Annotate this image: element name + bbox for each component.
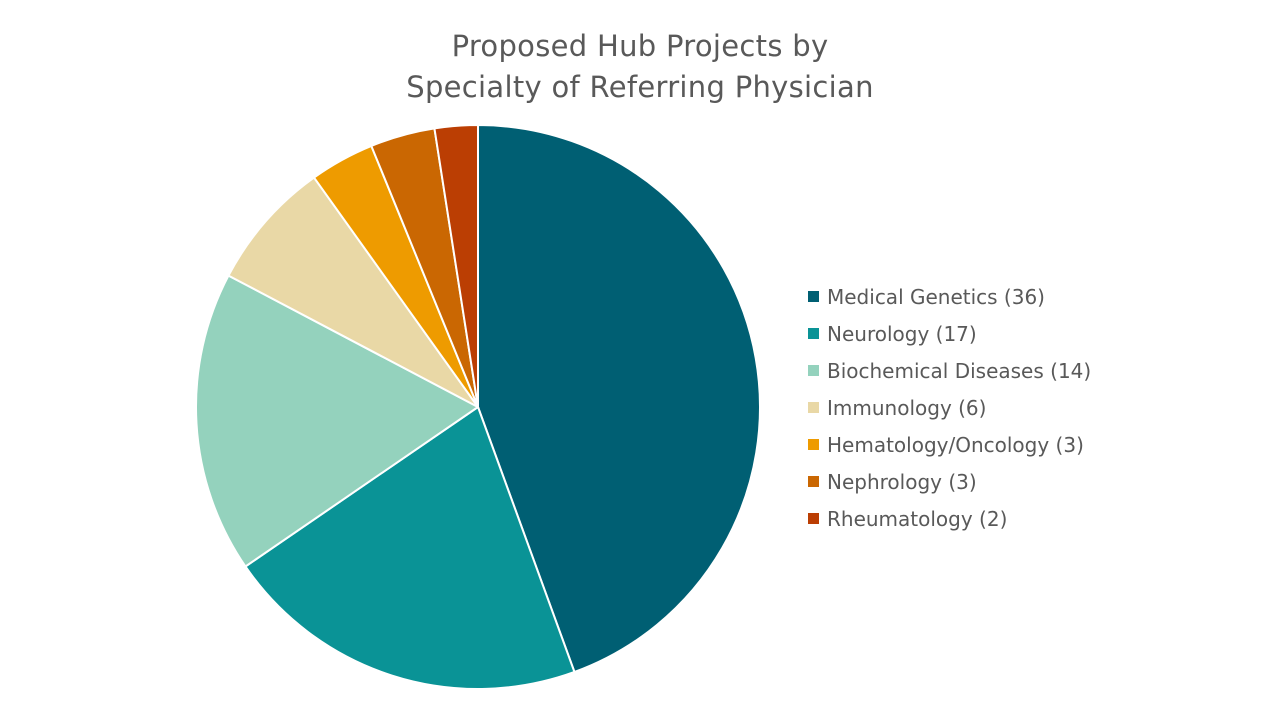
legend-item-medical-genetics: Medical Genetics (36) (808, 278, 1091, 315)
legend-swatch (808, 513, 819, 524)
pie-slice-medical-genetics (477, 124, 761, 673)
legend-item-hematology-oncology: Hematology/Oncology (3) (808, 426, 1091, 463)
legend-swatch (808, 328, 819, 339)
legend-item-nephrology: Nephrology (3) (808, 463, 1091, 500)
legend-swatch (808, 439, 819, 450)
pie-slice-neurology (244, 406, 576, 690)
legend-item-immunology: Immunology (6) (808, 389, 1091, 426)
chart-title-line-2: Specialty of Referring Physician (406, 70, 874, 104)
legend-label: Hematology/Oncology (3) (827, 432, 1084, 457)
legend-label: Medical Genetics (36) (827, 284, 1045, 309)
legend-swatch (808, 476, 819, 487)
pie-slice-immunology (227, 176, 479, 408)
chart-title: Proposed Hub Projects by Specialty of Re… (0, 26, 1280, 108)
chart-legend: Medical Genetics (36) Neurology (17) Bioch… (808, 278, 1091, 537)
legend-swatch (808, 402, 819, 413)
legend-item-rheumatology: Rheumatology (2) (808, 500, 1091, 537)
pie-slice-rheumatology (433, 124, 479, 408)
legend-label: Rheumatology (2) (827, 506, 1008, 531)
legend-label: Neurology (17) (827, 321, 977, 346)
legend-label: Immunology (6) (827, 395, 987, 420)
legend-label: Biochemical Diseases (14) (827, 358, 1092, 383)
legend-item-biochemical-diseases: Biochemical Diseases (14) (808, 352, 1091, 389)
legend-swatch (808, 365, 819, 376)
legend-swatch (808, 291, 819, 302)
chart-title-line-1: Proposed Hub Projects by (451, 29, 829, 63)
pie-slice-biochemical-diseases (195, 274, 479, 568)
legend-label: Nephrology (3) (827, 469, 977, 494)
legend-item-neurology: Neurology (17) (808, 315, 1091, 352)
